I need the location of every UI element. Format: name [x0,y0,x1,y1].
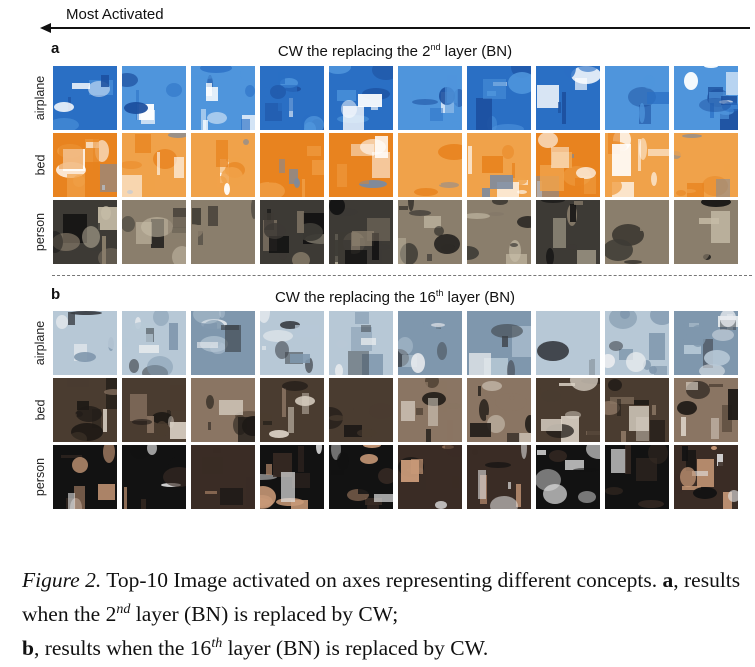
panel-a-letter: a [51,40,60,57]
panel-a-row-label-airplane: airplane [33,75,48,121]
thumbnail-image [467,200,531,264]
panel-a-row-label-bed: bed [33,154,48,176]
thumbnail-image [605,133,669,197]
thumbnail-image [329,133,393,197]
thumbnail-image [260,311,324,375]
thumbnail-image [191,311,255,375]
thumbnail-image [605,200,669,264]
thumbnail-image [260,66,324,130]
thumbnail-image [191,66,255,130]
thumbnail-image [467,133,531,197]
thumbnail-image [536,66,600,130]
thumbnail-image [122,445,186,509]
panel-b-row-bed [53,378,738,442]
thumbnail-image [398,445,462,509]
panel-b-row-label-bed: bed [33,399,48,421]
panel-a-row-label-person: person [33,212,48,252]
thumbnail-image [536,133,600,197]
thumbnail-image [467,66,531,130]
thumbnail-image [398,378,462,442]
thumbnail-image [674,378,738,442]
thumbnail-image [398,311,462,375]
panel-a-row-airplane [53,66,738,130]
thumbnail-image [536,200,600,264]
thumbnail-image [536,445,600,509]
thumbnail-image [191,133,255,197]
thumbnail-image [122,66,186,130]
thumbnail-image [191,445,255,509]
thumbnail-image [329,200,393,264]
thumbnail-image [122,133,186,197]
panel-b-row-airplane [53,311,738,375]
thumbnail-image [53,133,117,197]
panel-a-title: CW the replacing the 2nd layer (BN) [277,42,513,60]
thumbnail-image [398,66,462,130]
thumbnail-image [260,378,324,442]
caption-figure-label: Figure 2. [22,568,102,592]
thumbnail-image [605,378,669,442]
thumbnail-image [674,311,738,375]
thumbnail-image [122,378,186,442]
figure-caption: Figure 2. Top-10 Image activated on axes… [22,568,741,661]
most-activated-label: Most Activated [66,6,164,23]
thumbnail-image [605,445,669,509]
thumbnail-image [53,66,117,130]
thumbnail-image [674,66,738,130]
thumbnail-image [674,445,738,509]
panel-b-row-label-person: person [33,457,48,497]
thumbnail-image [122,311,186,375]
thumbnail-image [329,66,393,130]
thumbnail-image [398,133,462,197]
thumbnail-image [53,200,117,264]
panel-b-title: CW the replacing the 16th layer (BN) [274,288,516,306]
thumbnail-image [467,445,531,509]
panel-b-row-label-airplane: airplane [33,320,48,366]
panel-a-row-bed [53,133,738,197]
thumbnail-image [53,378,117,442]
thumbnail-image [674,200,738,264]
panel-divider [52,275,752,276]
thumbnail-image [53,445,117,509]
thumbnail-image [329,378,393,442]
thumbnail-image [536,311,600,375]
thumbnail-image [329,445,393,509]
thumbnail-image [536,378,600,442]
thumbnail-image [605,66,669,130]
panel-b-letter: b [51,286,61,303]
thumbnail-image [467,378,531,442]
thumbnail-image [122,200,186,264]
thumbnail-image [329,311,393,375]
thumbnail-image [260,200,324,264]
thumbnail-image [467,311,531,375]
thumbnail-image [605,311,669,375]
thumbnail-image [674,133,738,197]
panel-b-row-person [53,445,738,509]
most-activated-arrow-icon [40,23,750,33]
thumbnail-image [191,378,255,442]
thumbnail-image [260,445,324,509]
thumbnail-image [191,200,255,264]
thumbnail-image [398,200,462,264]
thumbnail-image [260,133,324,197]
thumbnail-image [53,311,117,375]
panel-a-row-person [53,200,738,264]
